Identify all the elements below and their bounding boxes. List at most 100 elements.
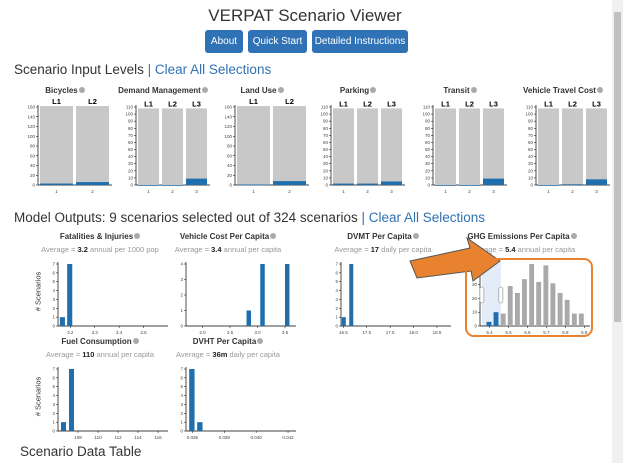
x-tick-label: 2.0 [199,330,206,335]
level-bar-selected [586,179,607,185]
quick-start-button[interactable]: Quick Start [248,30,307,53]
scrollbar-thumb[interactable] [614,12,621,322]
histogram-bar-total [571,313,577,326]
clear-outputs-link[interactable]: Clear All Selections [368,210,486,225]
y-tick-label: 100 [27,134,35,139]
output-chart-title: Fuel Consumption [40,337,160,346]
output-chart-title: DVMT Per Capita [323,232,443,241]
average-avg: 36m [212,350,228,359]
info-icon[interactable] [470,87,477,93]
y-tick-label: 10 [425,175,431,180]
x-tick-label: 3 [390,189,393,194]
average-avg_label: Average = [41,245,78,254]
histogram[interactable]: 0 1 2 3 4 5 6 7 16.5 17.0 17.5 18.0 18.5 [333,254,458,339]
histogram-bar-selected [69,369,74,431]
y-tick-label: 40 [128,154,134,159]
info-icon[interactable] [134,233,141,239]
histogram-bar-selected [285,264,290,326]
clear-inputs-link[interactable]: Clear All Selections [154,62,272,77]
y-tick-label: 90 [425,119,431,124]
y-tick-label: 90 [323,119,329,124]
about-button[interactable]: About [205,30,243,53]
y-axis-label: # Scenarios [33,376,43,417]
level-bar-total [357,108,378,185]
y-tick-label: 6 [180,375,183,380]
brush-selection [481,261,501,326]
level-label: L2 [568,99,577,108]
output-chart-title: GHG Emissions Per Capita [462,232,582,241]
input-level-chart[interactable]: 0 20 40 60 80 100 120 140 160 L1 1 L2 2 [20,97,115,202]
info-icon[interactable] [132,338,139,344]
level-bar-selected [538,185,559,186]
output-title-text: DVMT Per Capita [347,232,412,241]
level-bar-total [40,106,73,185]
x-tick-label: 5.8 [562,330,569,335]
x-tick-label: 5.5 [505,330,512,335]
level-bar-total [273,106,306,185]
y-tick-label: 80 [30,144,36,149]
y-tick-label: 2 [52,411,55,416]
level-label: L1 [441,99,450,108]
info-icon[interactable] [201,87,208,93]
x-tick-label: 16.5 [339,330,348,335]
average-label: Average = 3.2 annual per 1000 pop [25,245,175,254]
average-label: Average = 110 annual per capita [25,350,175,359]
input-chart-title: Parking [308,86,408,95]
y-tick-label: 10 [528,175,534,180]
detailed-instructions-button[interactable]: Detailed Instructions [312,30,408,53]
y-tick-label: 3 [180,277,183,282]
level-bar-total [381,108,402,185]
input-level-chart[interactable]: 0 20 40 60 80 100 120 140 160 L1 1 L2 2 [217,97,312,202]
histogram[interactable]: 0 1 2 3 4 5 6 7 0.036 0.038 0.040 0.042 [178,359,303,444]
level-bar-total [333,108,354,185]
info-icon[interactable] [370,87,377,93]
x-tick-label: 1 [55,189,58,194]
input-title-text: Transit [443,86,470,95]
average-label: Average = 17 daily per capita [308,245,458,254]
y-tick-label: 100 [125,112,133,117]
x-tick-label: 17.5 [386,330,395,335]
x-tick-label: 3.3 [92,330,99,335]
info-icon[interactable] [270,233,277,239]
x-tick-label: 1 [547,189,550,194]
x-tick-label: 3 [595,189,598,194]
level-bar-selected [237,184,270,186]
x-tick-label: 3.5 [140,330,147,335]
histogram[interactable]: 0 1 2 3 4 5 6 7 3.2 3.3 3.4 3.5 [50,254,175,339]
x-tick-label: 3.4 [116,330,123,335]
y-tick-label: 0 [427,183,430,188]
average-avg_label: Average = [176,350,213,359]
arrow-annotation [409,236,501,282]
average-label: Average = 36m daily per capita [153,350,303,359]
input-level-chart[interactable]: 0 10 20 30 40 50 60 70 80 90 100 110 L1 1 L2 2 L3 3 [118,97,213,202]
y-tick-label: 7 [180,367,183,372]
x-tick-label: 1 [342,189,345,194]
info-icon[interactable] [78,87,85,93]
scrollbar[interactable] [612,0,623,463]
y-tick-label: 4 [180,393,183,398]
info-icon[interactable] [412,233,419,239]
y-tick-label: 1 [335,315,338,320]
info-icon[interactable] [596,87,603,93]
input-level-chart[interactable]: 0 10 20 30 40 50 60 70 80 90 100 110 L1 1 L2 2 L3 3 [415,97,510,202]
y-tick-label: 140 [27,114,35,119]
histogram[interactable]: 0 1 2 3 4 5 6 7 108 110 112 114 116 [50,359,175,444]
y-tick-label: 80 [528,126,534,131]
info-icon[interactable] [277,87,284,93]
info-icon[interactable] [570,233,577,239]
input-chart-title: Land Use [212,86,312,95]
y-tick-label: 2 [52,306,55,311]
y-tick-label: 40 [528,154,534,159]
info-icon[interactable] [257,338,264,344]
input-level-chart[interactable]: 0 10 20 30 40 50 60 70 80 90 100 110 L1 1 L2 2 L3 3 [313,97,408,202]
input-level-chart[interactable]: 0 10 20 30 40 50 60 70 80 90 100 110 L1 1 L2 2 L3 3 [518,97,613,202]
input-title-text: Land Use [240,86,277,95]
x-tick-label: 1 [252,189,255,194]
x-tick-label: 0.042 [282,435,294,440]
y-tick-label: 4 [180,262,183,267]
level-bar-selected [381,181,402,185]
histogram-bar-selected [59,317,65,326]
y-tick-label: 0 [335,324,338,329]
histogram[interactable]: 0 1 2 3 4 2.0 2.5 3.0 3.5 [178,254,303,339]
